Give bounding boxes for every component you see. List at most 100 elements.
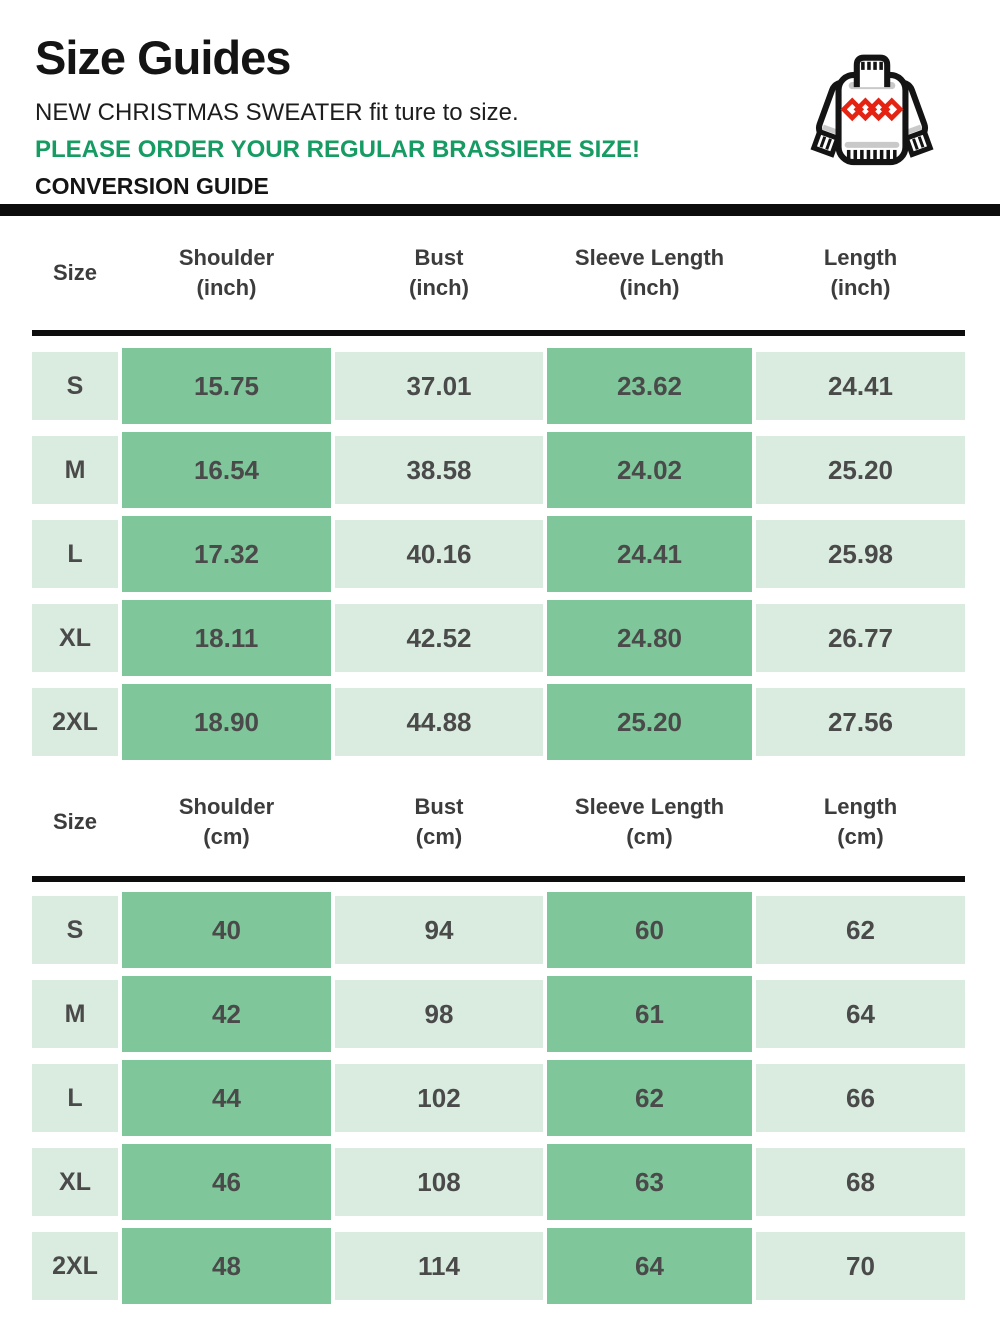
column-unit: (inch) bbox=[619, 275, 680, 300]
size-cell: 2XL bbox=[32, 688, 118, 756]
shoulder-cell: 48 bbox=[122, 1228, 331, 1304]
bust-cell: 44.88 bbox=[335, 688, 543, 756]
length-cell: 64 bbox=[756, 980, 965, 1048]
column-unit: (inch) bbox=[409, 275, 469, 300]
length-cell: 27.56 bbox=[756, 688, 965, 756]
conversion-guide-label: CONVERSION GUIDE bbox=[35, 173, 269, 199]
length-cell: 24.41 bbox=[756, 352, 965, 420]
length-cell: 62 bbox=[756, 896, 965, 964]
size-row-s: S 40 94 60 62 bbox=[32, 892, 965, 968]
sleeve-cell: 24.02 bbox=[547, 432, 752, 508]
shoulder-cell: 17.32 bbox=[122, 516, 331, 592]
column-label: Shoulder bbox=[178, 794, 275, 819]
length-cell: 25.20 bbox=[756, 436, 965, 504]
shoulder-cell: 16.54 bbox=[122, 432, 331, 508]
size-row-2xl: 2XL 48 114 64 70 bbox=[32, 1228, 965, 1304]
size-row-xl: XL 18.11 42.52 24.80 26.77 bbox=[32, 600, 965, 676]
header-divider-bar bbox=[0, 204, 1000, 216]
column-header-length: Length (cm) bbox=[756, 768, 965, 876]
size-row-l: L 44 102 62 66 bbox=[32, 1060, 965, 1136]
column-unit: (inch) bbox=[196, 275, 257, 300]
bust-cell: 102 bbox=[335, 1064, 543, 1132]
size-row-l: L 17.32 40.16 24.41 25.98 bbox=[32, 516, 965, 592]
sleeve-cell: 61 bbox=[547, 976, 752, 1052]
size-row-m: M 16.54 38.58 24.02 25.20 bbox=[32, 432, 965, 508]
sleeve-cell: 64 bbox=[547, 1228, 752, 1304]
shoulder-cell: 40 bbox=[122, 892, 331, 968]
size-cell: 2XL bbox=[32, 1232, 118, 1300]
size-cell: S bbox=[32, 896, 118, 964]
shoulder-cell: 46 bbox=[122, 1144, 331, 1220]
sleeve-cell: 24.80 bbox=[547, 600, 752, 676]
column-header-sleeve-length: Sleeve Length (inch) bbox=[547, 216, 752, 330]
size-row-m: M 42 98 61 64 bbox=[32, 976, 965, 1052]
bust-cell: 98 bbox=[335, 980, 543, 1048]
size-cell: M bbox=[32, 980, 118, 1048]
size-row-s: S 15.75 37.01 23.62 24.41 bbox=[32, 348, 965, 424]
sleeve-cell: 63 bbox=[547, 1144, 752, 1220]
length-cell: 68 bbox=[756, 1148, 965, 1216]
bust-cell: 38.58 bbox=[335, 436, 543, 504]
table-header-row: Size Shoulder (inch) Bust (inch) Sleeve Le… bbox=[32, 216, 965, 336]
length-cell: 70 bbox=[756, 1232, 965, 1300]
bust-cell: 40.16 bbox=[335, 520, 543, 588]
size-table-cm: Size Shoulder (cm) Bust (cm) Sleeve Length… bbox=[32, 768, 965, 1312]
table-header-row: Size Shoulder (cm) Bust (cm) Sleeve Length… bbox=[32, 768, 965, 882]
column-header-bust: Bust (cm) bbox=[335, 768, 543, 876]
shoulder-cell: 44 bbox=[122, 1060, 331, 1136]
bust-cell: 94 bbox=[335, 896, 543, 964]
column-unit: (inch) bbox=[830, 275, 891, 300]
bust-cell: 42.52 bbox=[335, 604, 543, 672]
length-cell: 66 bbox=[756, 1064, 965, 1132]
column-label: Size bbox=[52, 809, 98, 834]
shoulder-cell: 18.90 bbox=[122, 684, 331, 760]
bust-cell: 108 bbox=[335, 1148, 543, 1216]
column-header-size: Size bbox=[32, 768, 118, 876]
column-unit: (cm) bbox=[626, 824, 673, 849]
sleeve-cell: 25.20 bbox=[547, 684, 752, 760]
bust-cell: 37.01 bbox=[335, 352, 543, 420]
column-label: Bust bbox=[414, 794, 464, 819]
shoulder-cell: 18.11 bbox=[122, 600, 331, 676]
column-label: Length bbox=[823, 794, 898, 819]
shoulder-cell: 15.75 bbox=[122, 348, 331, 424]
column-unit: (cm) bbox=[415, 824, 463, 849]
christmas-sweater-icon bbox=[796, 48, 948, 186]
size-table-inch: Size Shoulder (inch) Bust (inch) Sleeve Le… bbox=[32, 216, 965, 768]
column-label: Length bbox=[823, 245, 898, 270]
column-label: Size bbox=[52, 260, 98, 285]
size-cell: XL bbox=[32, 1148, 118, 1216]
length-cell: 25.98 bbox=[756, 520, 965, 588]
shoulder-cell: 42 bbox=[122, 976, 331, 1052]
column-header-bust: Bust (inch) bbox=[335, 216, 543, 330]
size-cell: XL bbox=[32, 604, 118, 672]
column-label: Bust bbox=[414, 245, 464, 270]
column-header-sleeve-length: Sleeve Length (cm) bbox=[547, 768, 752, 876]
table-body: S 40 94 60 62 M 42 98 61 64 L 44 102 62 … bbox=[32, 892, 965, 1304]
header: Size Guides NEW CHRISTMAS SWEATER fit tu… bbox=[35, 34, 795, 198]
size-cell: L bbox=[32, 520, 118, 588]
size-cell: M bbox=[32, 436, 118, 504]
column-header-size: Size bbox=[32, 216, 118, 330]
column-header-shoulder: Shoulder (cm) bbox=[122, 768, 331, 876]
page-title: Size Guides bbox=[35, 31, 291, 84]
size-row-xl: XL 46 108 63 68 bbox=[32, 1144, 965, 1220]
size-cell: L bbox=[32, 1064, 118, 1132]
sleeve-cell: 24.41 bbox=[547, 516, 752, 592]
column-unit: (cm) bbox=[203, 824, 250, 849]
column-unit: (cm) bbox=[837, 824, 884, 849]
size-row-2xl: 2XL 18.90 44.88 25.20 27.56 bbox=[32, 684, 965, 760]
sleeve-cell: 23.62 bbox=[547, 348, 752, 424]
sleeve-cell: 60 bbox=[547, 892, 752, 968]
column-label: Sleeve Length bbox=[574, 245, 725, 270]
column-label: Shoulder bbox=[178, 245, 275, 270]
length-cell: 26.77 bbox=[756, 604, 965, 672]
bust-cell: 114 bbox=[335, 1232, 543, 1300]
column-label: Sleeve Length bbox=[574, 794, 725, 819]
fit-subtitle: NEW CHRISTMAS SWEATER fit ture to size. bbox=[35, 99, 519, 126]
order-notice: PLEASE ORDER YOUR REGULAR BRASSIERE SIZE… bbox=[35, 136, 640, 163]
size-cell: S bbox=[32, 352, 118, 420]
table-body: S 15.75 37.01 23.62 24.41 M 16.54 38.58 … bbox=[32, 348, 965, 760]
column-header-length: Length (inch) bbox=[756, 216, 965, 330]
